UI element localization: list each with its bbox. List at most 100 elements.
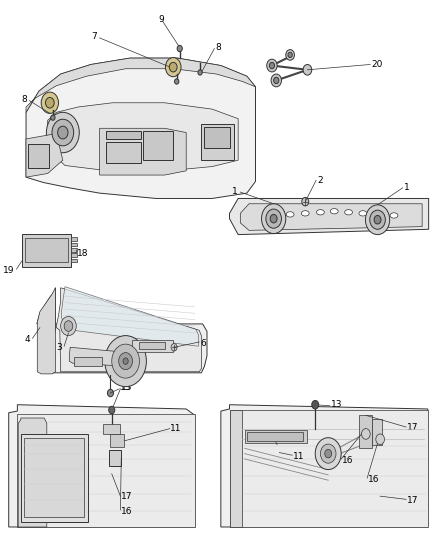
Bar [71, 259, 77, 262]
Bar [18, 414, 195, 527]
Text: 16: 16 [368, 475, 380, 483]
Bar [22, 233, 71, 266]
Polygon shape [9, 405, 195, 527]
Bar [24, 438, 85, 518]
Polygon shape [48, 103, 238, 172]
Text: 3: 3 [56, 343, 61, 352]
Text: 12: 12 [263, 432, 274, 441]
Circle shape [123, 358, 128, 365]
Circle shape [365, 205, 390, 235]
Circle shape [376, 434, 385, 445]
Bar [106, 142, 141, 163]
Circle shape [266, 209, 282, 228]
Bar [110, 434, 124, 447]
Bar [103, 424, 120, 434]
Bar [71, 243, 77, 246]
Ellipse shape [359, 211, 367, 216]
Text: 17: 17 [407, 496, 418, 505]
Text: 7: 7 [92, 32, 98, 41]
Text: 13: 13 [331, 400, 343, 409]
Polygon shape [230, 198, 429, 235]
Bar [21, 434, 88, 522]
Circle shape [166, 58, 181, 77]
Bar [138, 342, 166, 350]
Text: 17: 17 [407, 423, 418, 432]
Polygon shape [26, 58, 255, 198]
Text: 20: 20 [371, 60, 383, 69]
Circle shape [46, 98, 54, 108]
Text: 6: 6 [201, 339, 206, 348]
Circle shape [269, 62, 275, 69]
Circle shape [315, 438, 341, 470]
Text: 16: 16 [342, 456, 353, 464]
Circle shape [171, 344, 177, 351]
Bar [371, 419, 382, 445]
Circle shape [321, 444, 336, 463]
Polygon shape [99, 128, 186, 175]
Ellipse shape [301, 211, 309, 216]
Bar [71, 237, 77, 241]
Text: 18: 18 [77, 249, 88, 258]
Circle shape [51, 115, 55, 120]
Circle shape [271, 74, 282, 87]
Circle shape [107, 389, 113, 397]
Polygon shape [69, 348, 132, 367]
Circle shape [312, 400, 319, 409]
Circle shape [370, 210, 385, 229]
Circle shape [288, 52, 292, 58]
Circle shape [58, 126, 68, 139]
Bar [245, 430, 307, 443]
Polygon shape [18, 418, 47, 527]
Polygon shape [57, 288, 201, 372]
Circle shape [41, 92, 59, 114]
Polygon shape [61, 287, 198, 346]
Circle shape [174, 79, 179, 84]
Bar [28, 144, 49, 168]
Bar [204, 127, 230, 149]
Circle shape [361, 429, 370, 439]
Circle shape [374, 215, 381, 224]
Ellipse shape [390, 213, 398, 218]
Ellipse shape [330, 208, 338, 214]
Circle shape [52, 119, 74, 146]
Text: 17: 17 [121, 491, 133, 500]
Circle shape [170, 62, 177, 72]
Text: 13: 13 [120, 383, 132, 392]
Text: 1: 1 [403, 183, 409, 192]
Bar [230, 410, 243, 527]
Circle shape [119, 353, 133, 369]
Circle shape [177, 45, 182, 52]
Polygon shape [37, 288, 56, 374]
Polygon shape [240, 204, 422, 230]
Text: 16: 16 [121, 506, 133, 515]
Polygon shape [221, 405, 428, 527]
Bar [230, 410, 428, 527]
Polygon shape [37, 288, 207, 373]
Circle shape [286, 50, 294, 60]
Circle shape [112, 344, 139, 378]
Text: 9: 9 [158, 15, 164, 24]
Bar [132, 340, 173, 352]
Circle shape [198, 70, 202, 75]
Circle shape [46, 112, 79, 153]
Polygon shape [26, 58, 255, 112]
Text: 11: 11 [293, 452, 305, 461]
Text: 13: 13 [121, 383, 133, 392]
Bar [106, 131, 141, 139]
Text: 19: 19 [3, 266, 14, 275]
Circle shape [105, 336, 146, 386]
Text: 1: 1 [233, 187, 238, 196]
Bar [109, 450, 121, 466]
Ellipse shape [317, 209, 324, 215]
Circle shape [109, 406, 115, 414]
Bar [25, 238, 68, 262]
Ellipse shape [286, 212, 294, 217]
Text: 11: 11 [170, 424, 182, 433]
Circle shape [274, 77, 279, 84]
Text: 15: 15 [26, 472, 38, 481]
Bar [71, 248, 77, 252]
Circle shape [325, 449, 332, 458]
Text: 8: 8 [215, 43, 221, 52]
Circle shape [302, 197, 309, 206]
Circle shape [267, 59, 277, 72]
